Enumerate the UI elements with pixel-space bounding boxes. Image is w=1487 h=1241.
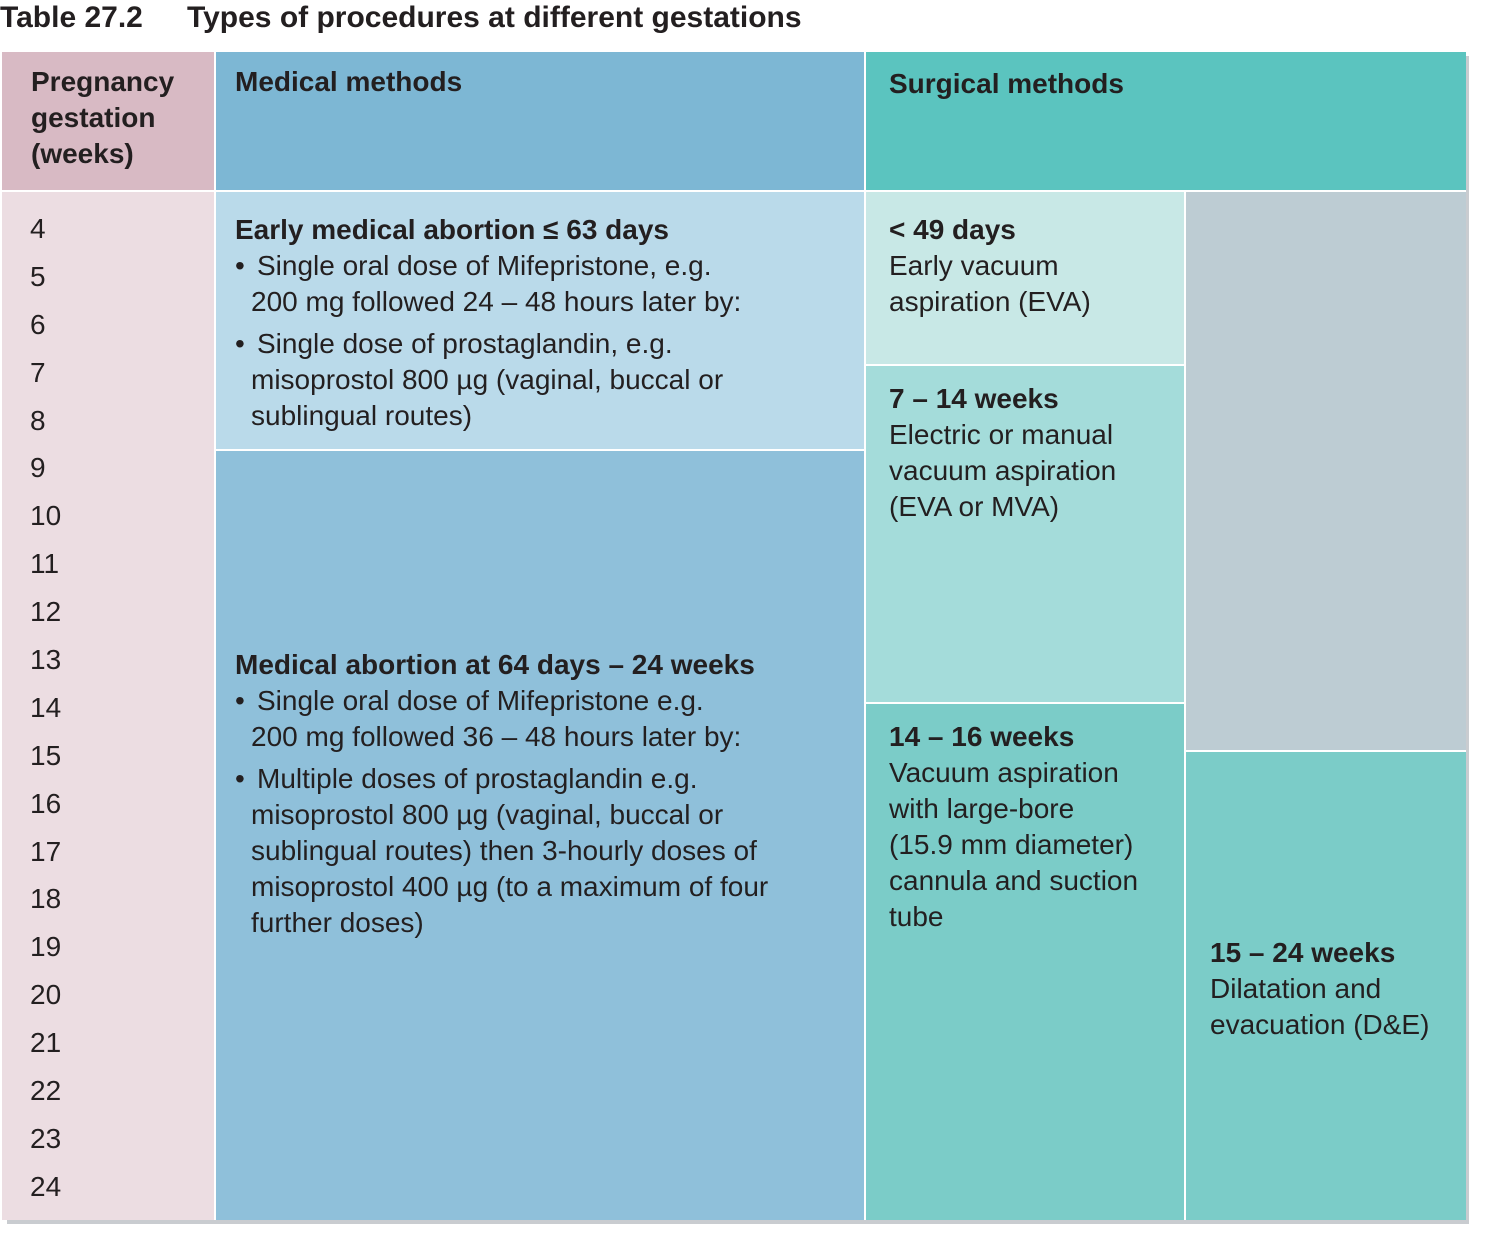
surgical-mva-heading: 7 – 14 weeks (889, 383, 1059, 414)
week-number: 14 (30, 691, 62, 723)
gestation-header: Pregnancy gestation (weeks) (2, 52, 214, 190)
week-number: 12 (30, 596, 62, 628)
surgical-large-bore-cell: 14 – 16 weeks Vacuum aspiration with lar… (866, 704, 1184, 1220)
bullet-line: Single oral dose of Mifepristone, e.g. (257, 250, 712, 281)
gestation-header-line: gestation (31, 102, 156, 133)
week-number: 9 (30, 452, 46, 484)
surgical-eva-line: aspiration (EVA) (889, 286, 1091, 317)
medical-methods-header-label: Medical methods (235, 66, 463, 97)
week-number: 18 (30, 883, 62, 915)
week-number: 6 (30, 308, 46, 340)
week-number: 19 (30, 931, 62, 963)
bullet-line: Single dose of prostaglandin, e.g. (257, 328, 673, 359)
surgical-large-bore-line: (15.9 mm diameter) (889, 829, 1134, 860)
early-medical-abortion-cell: Early medical abortion ≤ 63 days • Singl… (216, 192, 864, 449)
gestation-header-line: (weeks) (31, 138, 134, 169)
weeks-list: 4 5 6 7 8 9 10 11 12 13 14 15 16 17 18 1… (30, 211, 214, 1217)
surgical-large-bore-line: with large-bore (889, 793, 1075, 824)
week-number: 4 (30, 213, 46, 244)
week-number: 8 (30, 404, 46, 436)
week-number: 15 (30, 739, 62, 771)
empty-grey-cell (1186, 192, 1466, 750)
week-number: 5 (30, 260, 46, 292)
week-number: 10 (30, 500, 62, 532)
surgical-de-heading: 15 – 24 weeks (1210, 937, 1396, 968)
table-caption: Types of procedures at different gestati… (187, 1, 802, 34)
week-number: 23 (30, 1122, 62, 1154)
bullet-line: sublingual routes) then 3-hourly doses o… (251, 835, 757, 866)
bullet-item: • Single oral dose of Mifepristone, e.g.… (235, 248, 864, 320)
surgical-de-line: evacuation (D&E) (1210, 1009, 1430, 1040)
week-number: 16 (30, 787, 62, 819)
week-number: 13 (30, 644, 62, 676)
surgical-de-line: Dilatation and (1210, 973, 1382, 1004)
surgical-large-bore-line: cannula and suction (889, 865, 1139, 896)
bullet-line: Multiple doses of prostaglandin e.g. (257, 763, 698, 794)
surgical-methods-header-label: Surgical methods (889, 68, 1124, 99)
medical-methods-header: Medical methods (216, 52, 864, 190)
week-number: 7 (30, 356, 46, 388)
bullet-icon: • (235, 685, 245, 716)
bullet-line: 200 mg followed 36 – 48 hours later by: (251, 721, 742, 752)
surgical-large-bore-heading: 14 – 16 weeks (889, 721, 1075, 752)
bullet-line: misoprostol 800 µg (vaginal, buccal or (251, 799, 724, 830)
surgical-large-bore-line: tube (889, 901, 944, 932)
week-number: 17 (30, 835, 62, 867)
bullet-line: further doses) (251, 907, 424, 938)
week-number: 22 (30, 1075, 62, 1107)
bullet-icon: • (235, 328, 245, 359)
bullet-line: Single oral dose of Mifepristone e.g. (257, 685, 704, 716)
week-number: 11 (30, 548, 60, 580)
bullet-line: misoprostol 800 µg (vaginal, buccal or (251, 364, 724, 395)
surgical-mva-cell: 7 – 14 weeks Electric or manual vacuum a… (866, 366, 1184, 702)
gestation-weeks-column: 4 5 6 7 8 9 10 11 12 13 14 15 16 17 18 1… (2, 192, 214, 1220)
bullet-icon: • (235, 250, 245, 281)
surgical-eva-cell: < 49 days Early vacuum aspiration (EVA) (866, 192, 1184, 364)
bullet-item: • Single dose of prostaglandin, e.g. mis… (235, 326, 864, 434)
surgical-mva-line: vacuum aspiration (889, 455, 1117, 486)
table-number: Table 27.2 (0, 1, 143, 34)
week-number: 21 (30, 1027, 62, 1059)
procedures-table: Pregnancy gestation (weeks) Medical meth… (2, 52, 1466, 1220)
bullet-icon: • (235, 763, 245, 794)
surgical-large-bore-line: Vacuum aspiration (889, 757, 1119, 788)
late-medical-abortion-cell: Medical abortion at 64 days – 24 weeks •… (216, 451, 864, 1220)
bullet-line: sublingual routes) (251, 400, 473, 431)
week-number: 20 (30, 979, 62, 1011)
early-medical-abortion-heading: Early medical abortion ≤ 63 days (235, 214, 669, 245)
surgical-mva-line: Electric or manual (889, 419, 1114, 450)
bullet-item: • Single oral dose of Mifepristone e.g. … (235, 683, 864, 755)
bullet-item: • Multiple doses of prostaglandin e.g. m… (235, 761, 864, 941)
late-medical-abortion-heading: Medical abortion at 64 days – 24 weeks (235, 649, 755, 680)
surgical-de-cell: 15 – 24 weeks Dilatation and evacuation … (1186, 752, 1466, 1220)
gestation-header-line: Pregnancy (31, 66, 175, 97)
surgical-methods-header: Surgical methods (866, 52, 1466, 190)
bullet-line: 200 mg followed 24 – 48 hours later by: (251, 286, 742, 317)
surgical-mva-line: (EVA or MVA) (889, 491, 1060, 522)
surgical-eva-heading: < 49 days (889, 214, 1016, 245)
bullet-line: misoprostol 400 µg (to a maximum of four (251, 871, 769, 902)
table-title: Table 27.2 Types of procedures at differe… (0, 0, 802, 36)
surgical-eva-line: Early vacuum (889, 250, 1059, 281)
week-number: 24 (30, 1170, 62, 1202)
